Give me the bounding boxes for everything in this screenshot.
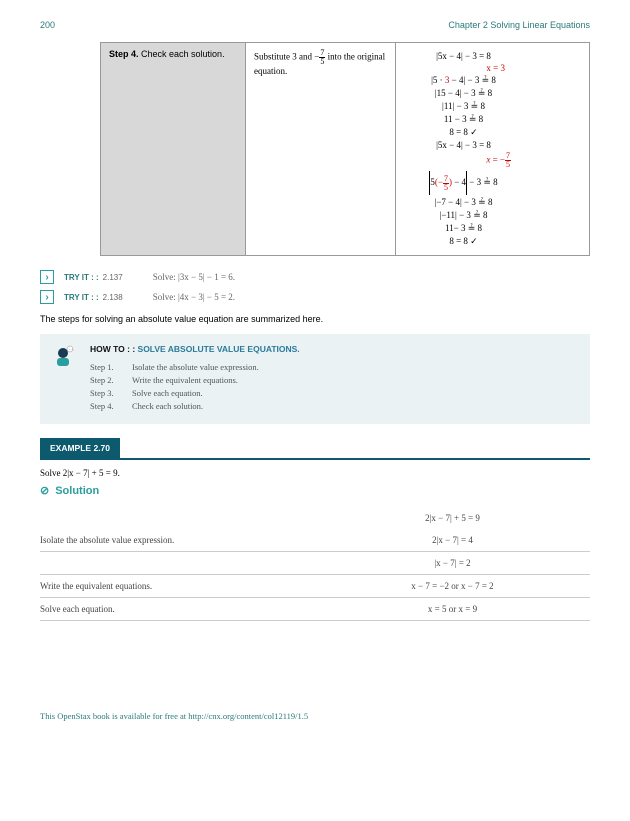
tryit-2: › TRY IT : : 2.138 Solve: |4x − 3| − 5 =… bbox=[40, 290, 590, 304]
page-content: 200 Chapter 2 Solving Linear Equations S… bbox=[0, 0, 630, 731]
sol-eq: x = 5 or x = 9 bbox=[315, 604, 590, 614]
howto-step: Step 1.Isolate the absolute value expres… bbox=[90, 362, 580, 372]
work-line: |11| − 3 ≟ 8 bbox=[404, 101, 523, 112]
tryit-1: › TRY IT : : 2.137 Solve: |3x − 5| − 1 =… bbox=[40, 270, 590, 284]
work-line-red: x = −75 bbox=[404, 152, 523, 169]
example-problem: Solve 2|x − 7| + 5 = 9. bbox=[40, 468, 590, 478]
sol-eq: 2|x − 7| = 4 bbox=[315, 535, 590, 545]
tryit-number: 2.137 bbox=[103, 273, 123, 282]
step4-desc-pre: Substitute 3 and − bbox=[254, 52, 319, 62]
work-line: |−7 − 4| − 3 ≟ 8 bbox=[404, 197, 523, 208]
sol-step: Write the equivalent equations. bbox=[40, 581, 315, 591]
howto-steps: Step 1.Isolate the absolute value expres… bbox=[90, 362, 580, 411]
howto-header: HOW TO : : SOLVE ABSOLUTE VALUE EQUATION… bbox=[90, 344, 580, 354]
page-header: 200 Chapter 2 Solving Linear Equations bbox=[40, 20, 590, 30]
howto-box: ⋯ HOW TO : : SOLVE ABSOLUTE VALUE EQUATI… bbox=[40, 334, 590, 424]
step4-table: Step 4. Check each solution. Substitute … bbox=[100, 42, 590, 256]
howto-step: Step 4.Check each solution. bbox=[90, 401, 580, 411]
tryit-label: TRY IT : : bbox=[64, 293, 99, 302]
tryit-expand-icon[interactable]: › bbox=[40, 290, 54, 304]
page-number: 200 bbox=[40, 20, 55, 30]
howto-title: SOLVE ABSOLUTE VALUE EQUATIONS. bbox=[138, 344, 300, 354]
work-line: |5 · 3 − 4| − 3 ≟ 8 bbox=[404, 75, 523, 86]
sol-eq: x − 7 = −2 or x − 7 = 2 bbox=[315, 581, 590, 591]
work-line: 5(−75) − 4 − 3 ≟ 8 bbox=[404, 171, 523, 195]
work-line: 11− 3 ≟ 8 bbox=[404, 223, 523, 234]
page-footer: This OpenStax book is available for free… bbox=[40, 711, 590, 721]
work-line: 8 = 8 ✓ bbox=[404, 127, 523, 138]
step4-bold: Step 4. bbox=[109, 49, 139, 59]
example-section: EXAMPLE 2.70 Solve 2|x − 7| + 5 = 9. Sol… bbox=[40, 438, 590, 621]
howto-icon: ⋯ bbox=[50, 344, 76, 370]
howto-step: Step 2.Write the equivalent equations. bbox=[90, 375, 580, 385]
chapter-title: Chapter 2 Solving Linear Equations bbox=[448, 20, 590, 30]
solution-table: 2|x − 7| + 5 = 9 Isolate the absolute va… bbox=[40, 507, 590, 621]
work-line: |15 − 4| − 3 ≟ 8 bbox=[404, 88, 523, 99]
step4-label: Step 4. Check each solution. bbox=[101, 43, 246, 255]
step4-description: Substitute 3 and −75 into the original e… bbox=[246, 43, 396, 255]
tryit-text: Solve: |4x − 3| − 5 = 2. bbox=[153, 292, 235, 302]
work-line: |5x − 4| − 3 = 8 bbox=[404, 51, 523, 61]
howto-step: Step 3.Solve each equation. bbox=[90, 388, 580, 398]
step4-work: |5x − 4| − 3 = 8 x = 3 |5 · 3 − 4| − 3 ≟… bbox=[396, 43, 531, 255]
tryit-expand-icon[interactable]: › bbox=[40, 270, 54, 284]
summary-text: The steps for solving an absolute value … bbox=[40, 314, 590, 324]
tryit-number: 2.138 bbox=[103, 293, 123, 302]
tryit-text: Solve: |3x − 5| − 1 = 6. bbox=[153, 272, 235, 282]
howto-label: HOW TO : : bbox=[90, 344, 138, 354]
work-line: |−11| − 3 ≟ 8 bbox=[404, 210, 523, 221]
tryit-label: TRY IT : : bbox=[64, 273, 99, 282]
sol-eq: |x − 7| = 2 bbox=[315, 558, 590, 568]
work-line-red: x = 3 bbox=[404, 63, 523, 73]
work-line: 11 − 3 ≟ 8 bbox=[404, 114, 523, 125]
solution-header: Solution bbox=[40, 484, 590, 497]
step4-label-text: Check each solution. bbox=[139, 49, 225, 59]
svg-text:⋯: ⋯ bbox=[69, 347, 73, 352]
work-line: |5x − 4| − 3 = 8 bbox=[404, 140, 523, 150]
example-tab: EXAMPLE 2.70 bbox=[40, 438, 120, 458]
work-line: 8 = 8 ✓ bbox=[404, 236, 523, 247]
sol-step: Isolate the absolute value expression. bbox=[40, 535, 315, 545]
sol-step: Solve each equation. bbox=[40, 604, 315, 614]
sol-eq: 2|x − 7| + 5 = 9 bbox=[315, 513, 590, 523]
